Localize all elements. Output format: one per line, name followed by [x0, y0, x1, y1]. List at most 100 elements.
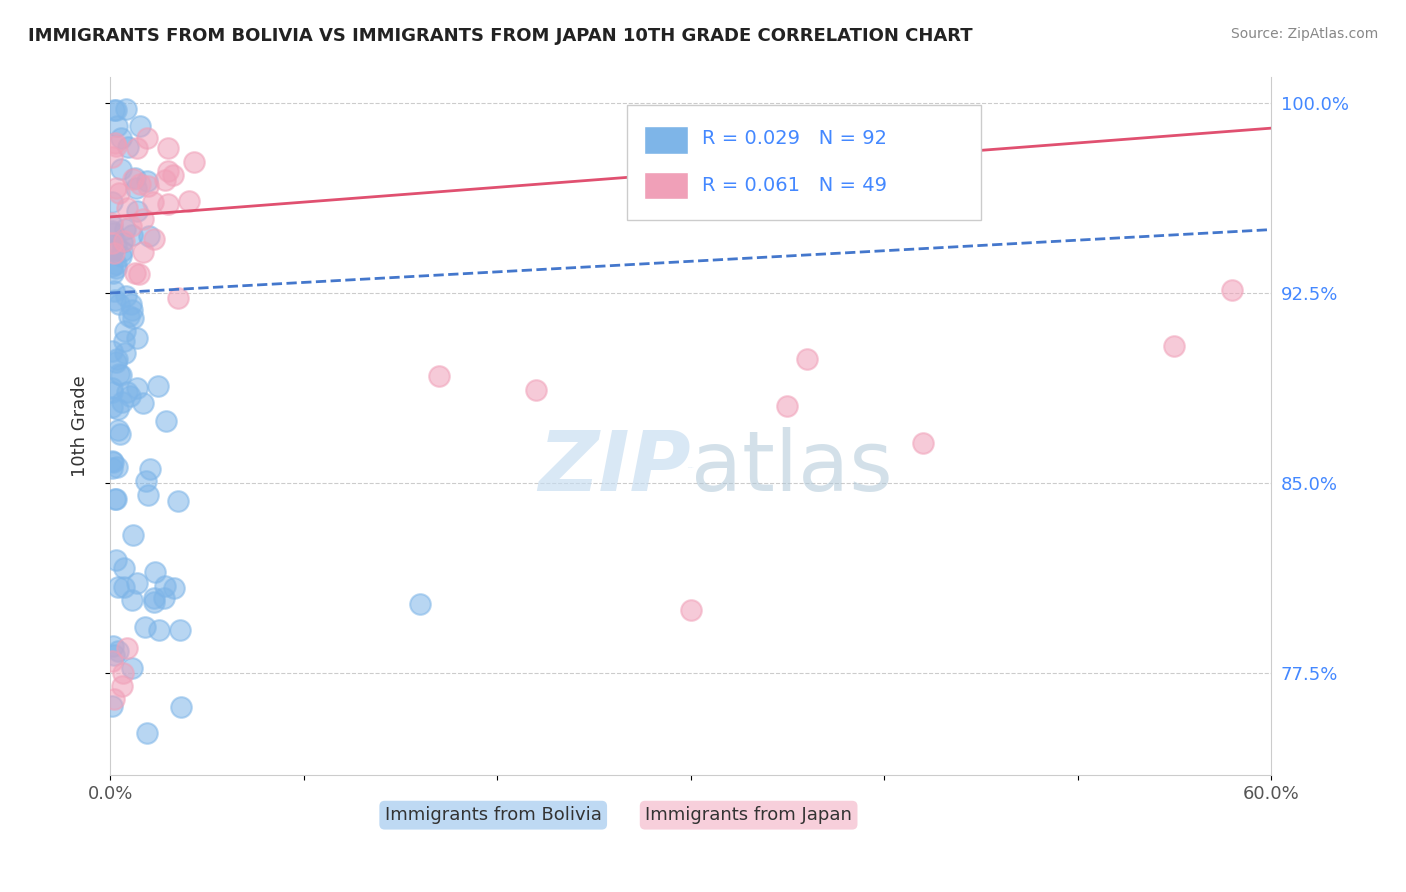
Point: [103, 103, 125, 117]
Point: [138, 228, 160, 243]
Point: [101, 400, 124, 414]
Point: [120, 297, 142, 311]
Point: [101, 216, 124, 230]
Point: [132, 212, 155, 227]
Point: [153, 173, 176, 187]
Point: [117, 140, 139, 154]
Point: [153, 579, 176, 593]
Point: [103, 648, 125, 663]
Point: [148, 623, 170, 637]
Point: [124, 266, 146, 280]
Point: [796, 351, 818, 366]
Point: [163, 581, 186, 595]
Point: [143, 595, 166, 609]
Point: [107, 580, 129, 594]
Point: [115, 201, 138, 215]
Point: [143, 566, 166, 580]
Point: [153, 591, 176, 606]
Point: [105, 459, 128, 474]
Point: [105, 492, 128, 507]
Point: [105, 257, 128, 271]
Point: [117, 384, 139, 399]
Point: [162, 168, 184, 182]
Point: [129, 120, 152, 134]
Point: [135, 726, 157, 740]
Point: [679, 603, 702, 617]
Point: [101, 150, 124, 164]
Point: [107, 644, 129, 658]
Point: [136, 178, 159, 193]
Point: [143, 232, 166, 246]
Point: [105, 180, 128, 194]
Point: [169, 700, 191, 714]
Point: [135, 475, 157, 489]
Point: [112, 234, 135, 248]
Point: [101, 460, 124, 475]
Point: [146, 379, 169, 393]
FancyBboxPatch shape: [627, 105, 981, 220]
Point: [128, 178, 150, 192]
Point: [177, 194, 200, 209]
Point: [112, 561, 135, 575]
Point: [155, 414, 177, 428]
Point: [156, 141, 179, 155]
Point: [110, 368, 132, 382]
Point: [121, 303, 143, 318]
Point: [120, 219, 142, 233]
Text: Immigrants from Japan: Immigrants from Japan: [645, 806, 852, 824]
Point: [101, 453, 124, 467]
Point: [524, 384, 547, 398]
Text: IMMIGRANTS FROM BOLIVIA VS IMMIGRANTS FROM JAPAN 10TH GRADE CORRELATION CHART: IMMIGRANTS FROM BOLIVIA VS IMMIGRANTS FR…: [28, 27, 973, 45]
Point: [111, 679, 134, 693]
Point: [110, 162, 132, 177]
Point: [101, 698, 124, 713]
Point: [122, 528, 145, 542]
Point: [127, 576, 149, 591]
Point: [128, 267, 150, 281]
Point: [112, 334, 135, 348]
Point: [110, 130, 132, 145]
Point: [101, 344, 124, 359]
Point: [104, 136, 127, 150]
Point: [105, 351, 128, 366]
Point: [101, 654, 124, 668]
Point: [101, 639, 124, 653]
Point: [101, 455, 124, 469]
Point: [101, 385, 124, 400]
Point: [104, 139, 127, 153]
Point: [1222, 283, 1244, 297]
Point: [121, 171, 143, 186]
Point: [101, 259, 124, 273]
Point: [114, 221, 136, 235]
Point: [142, 195, 165, 210]
Point: [108, 186, 131, 200]
Point: [124, 171, 146, 186]
Point: [103, 691, 125, 706]
Point: [115, 289, 138, 303]
Point: [114, 325, 136, 339]
Point: [105, 260, 128, 275]
Point: [118, 389, 141, 403]
Point: [122, 311, 145, 326]
Point: [105, 103, 128, 117]
Bar: [644, 127, 689, 154]
Text: Source: ZipAtlas.com: Source: ZipAtlas.com: [1230, 27, 1378, 41]
Point: [111, 395, 134, 409]
Point: [911, 436, 934, 450]
Point: [101, 380, 124, 394]
Point: [125, 141, 148, 155]
Point: [103, 266, 125, 280]
Point: [132, 395, 155, 409]
Point: [138, 461, 160, 475]
Point: [121, 227, 143, 242]
Point: [132, 245, 155, 260]
Text: ZIP: ZIP: [538, 427, 690, 508]
Point: [118, 309, 141, 323]
Point: [114, 102, 136, 116]
Point: [103, 491, 125, 506]
Point: [121, 661, 143, 675]
Point: [108, 368, 131, 382]
Point: [110, 250, 132, 264]
Point: [103, 284, 125, 298]
Bar: [644, 171, 689, 200]
